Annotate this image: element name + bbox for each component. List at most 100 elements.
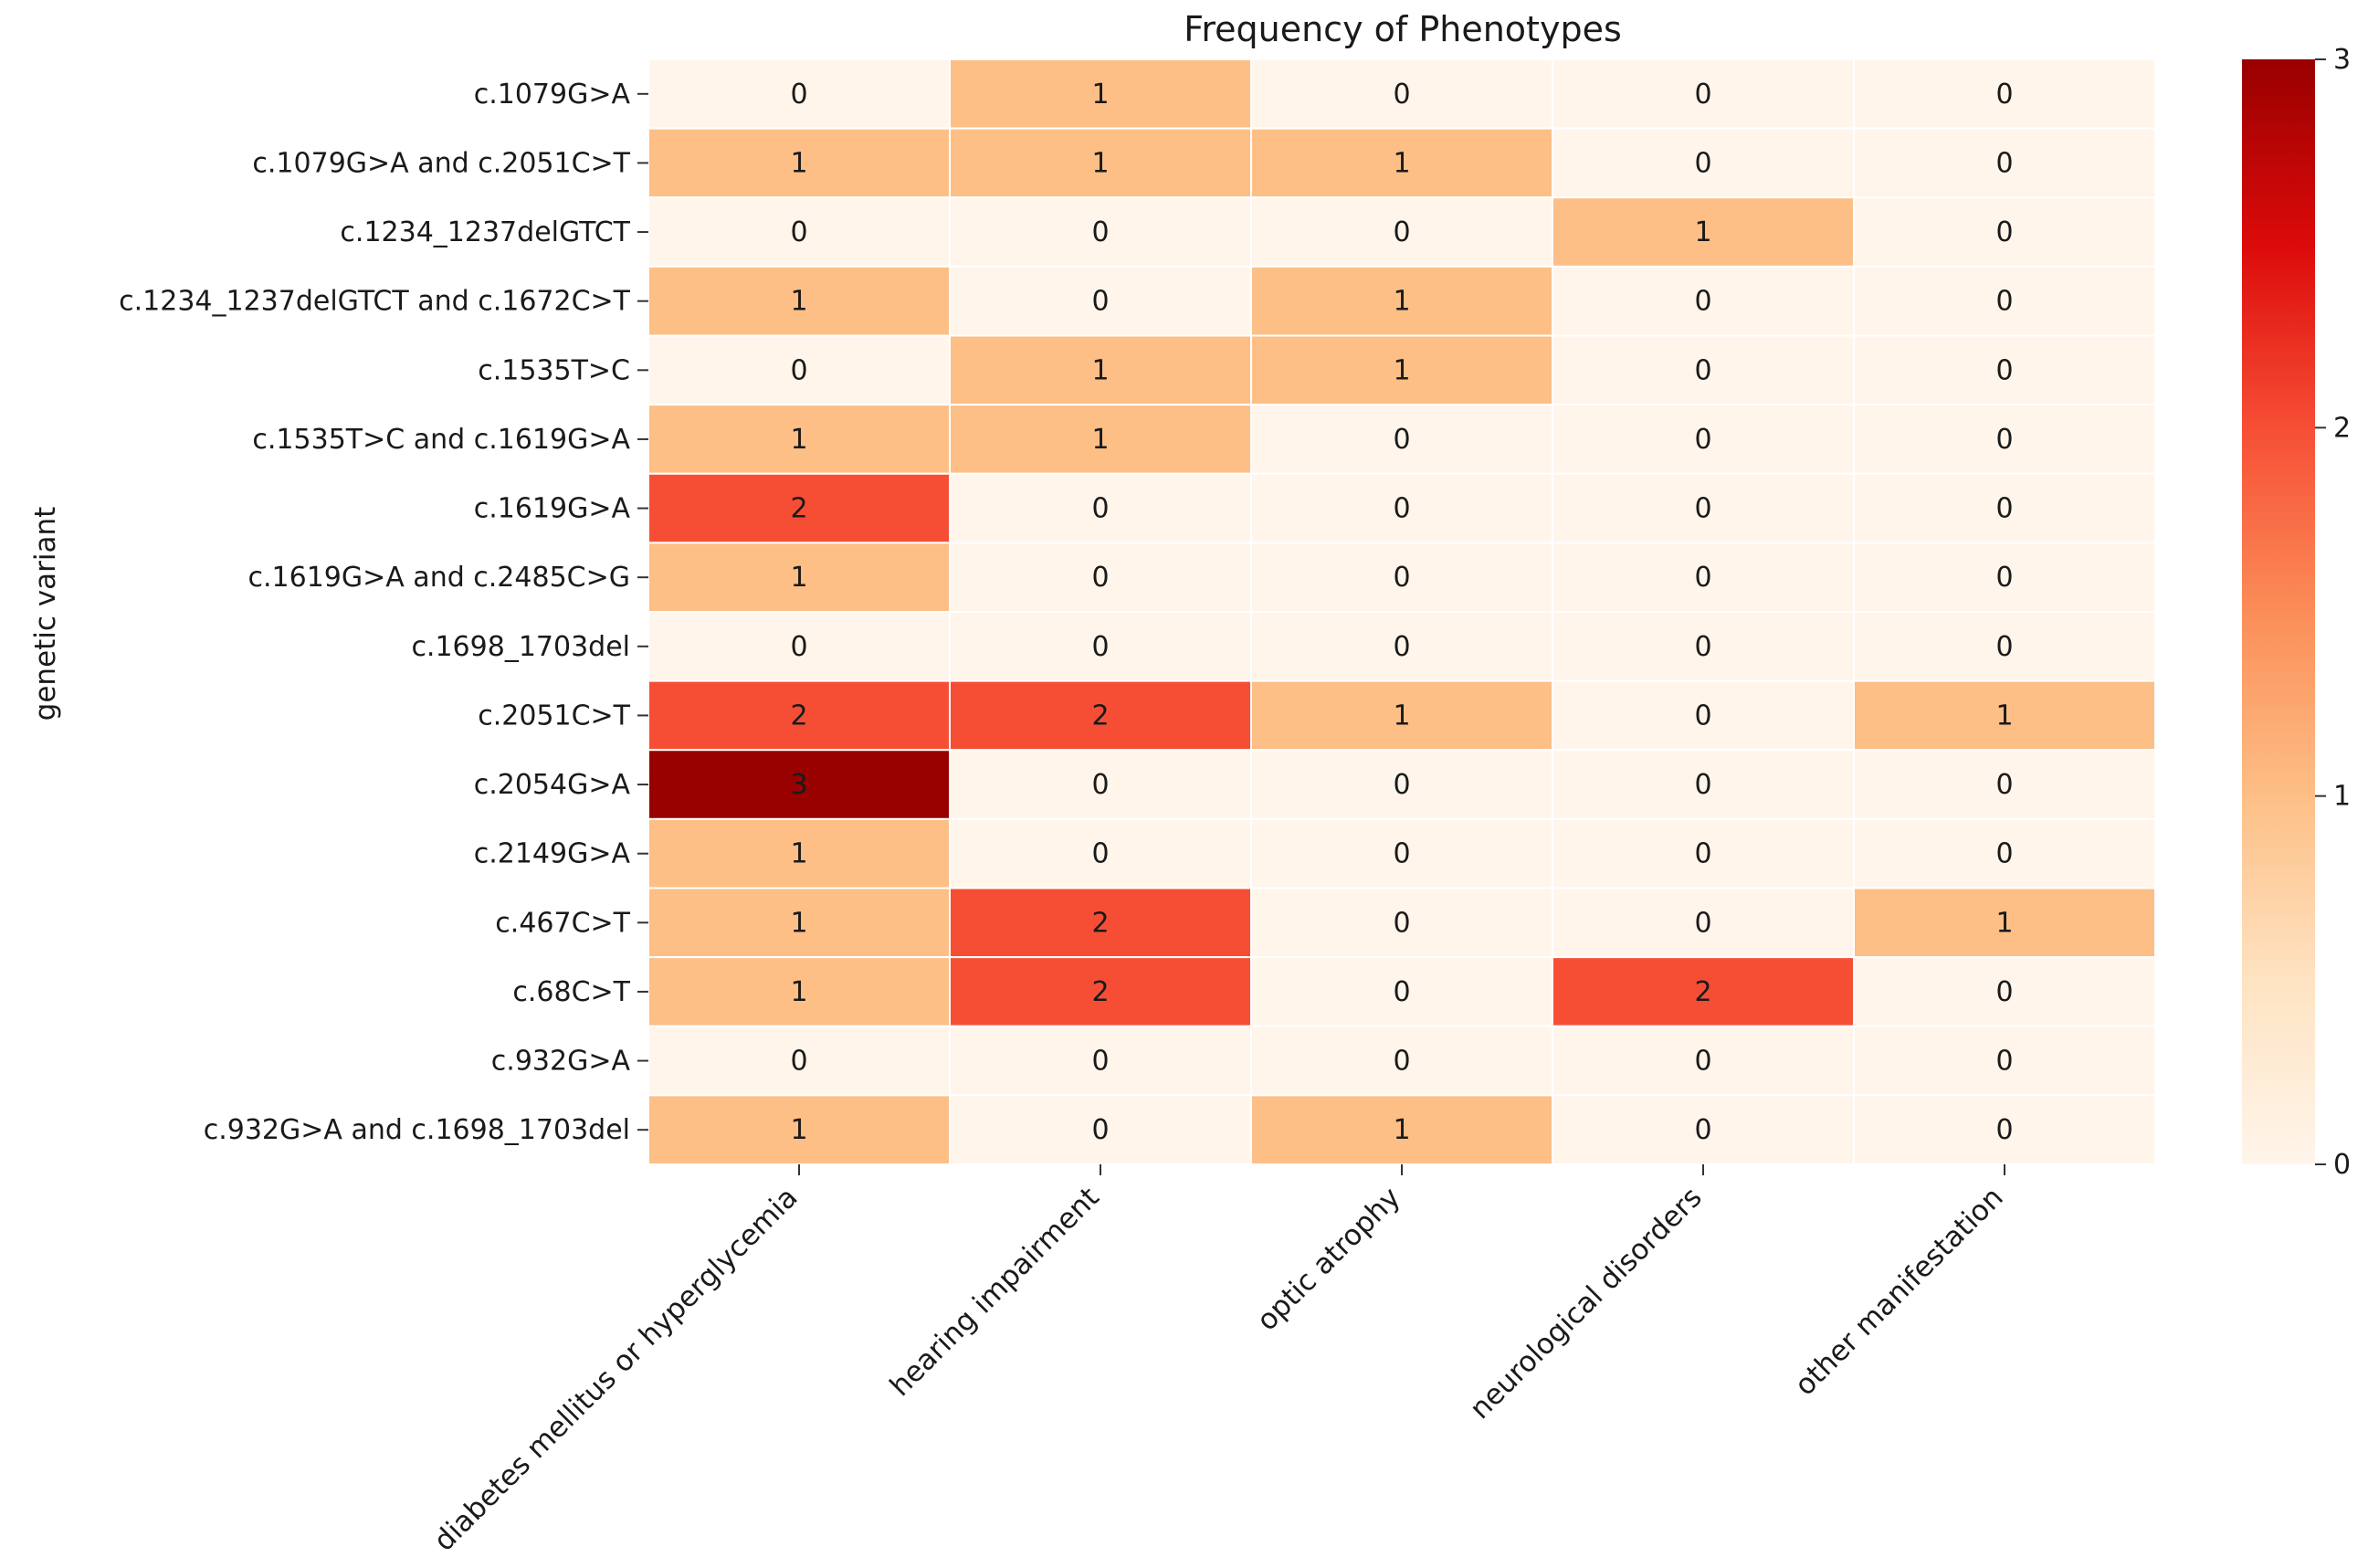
cell-value-label: 0 (790, 79, 807, 110)
heatmap-cell (1853, 1094, 2156, 1165)
cell-value-label: 0 (1694, 1114, 1711, 1146)
cell-value-label: 3 (790, 769, 807, 801)
colorbar-gradient (2242, 59, 2315, 1164)
cell-value-label: 1 (1091, 79, 1109, 110)
y-tick-label: c.2149G>A (474, 838, 631, 870)
cell-value-label: 0 (1995, 631, 2013, 663)
cell-value-label: 0 (1091, 1046, 1109, 1078)
cell-value-label: 0 (1694, 286, 1711, 318)
cell-value-label: 0 (1694, 838, 1711, 870)
heatmap-cell (949, 265, 1252, 337)
heatmap-cell (1250, 334, 1553, 406)
heatmap-cell (1853, 1025, 2156, 1097)
heatmap-cell (647, 887, 951, 959)
cell-value-label: 0 (1393, 769, 1410, 801)
heatmap-cells: 0 1 0 0 0 1 1 1 0 0 0 0 0 1 0 1 0 1 0 0 0 1 1 0 0 1 1 0 0 0 2 0 0 0 0 1 0 0 0 0… (647, 58, 2156, 1165)
cell-value-label: 0 (1694, 493, 1711, 525)
cell-value-label: 0 (1694, 631, 1711, 663)
y-axis-label: genetic variant (29, 507, 62, 721)
heatmap-cell (1250, 58, 1553, 130)
cell-value-label: 0 (1995, 1114, 2013, 1146)
cell-value-label: 1 (1393, 700, 1410, 731)
heatmap-cell (1552, 817, 1855, 889)
cell-value-label: 0 (1995, 976, 2013, 1008)
cell-value-label: 0 (1091, 838, 1109, 870)
y-tick-label: c.467C>T (495, 907, 630, 939)
cell-value-label: 0 (1091, 1114, 1109, 1146)
heatmap-cell (1853, 611, 2156, 682)
heatmap-cell (1552, 196, 1855, 268)
heatmap-cell (1552, 265, 1855, 337)
heatmap-cell (949, 611, 1252, 682)
cell-value-label: 1 (1091, 354, 1109, 386)
heatmap-cell (1552, 679, 1855, 752)
heatmap-cell (647, 542, 951, 613)
cell-value-label: 1 (1393, 354, 1410, 386)
cell-value-label: 1 (790, 1114, 807, 1146)
cell-value-label: 1 (790, 286, 807, 318)
cell-value-label: 0 (1995, 354, 2013, 386)
cell-value-label: 0 (1393, 493, 1410, 525)
cell-value-label: 1 (790, 424, 807, 456)
cell-value-label: 1 (790, 976, 807, 1008)
cell-value-label: 0 (1694, 354, 1711, 386)
cell-value-label: 2 (1091, 907, 1109, 939)
y-tick-label: c.2054G>A (474, 769, 631, 801)
cell-value-label: 0 (1393, 838, 1410, 870)
cell-value-label: 1 (1995, 700, 2013, 731)
cell-value-label: 0 (790, 631, 807, 663)
y-tick-label: c.1234_1237delGTCT (340, 216, 630, 248)
cell-value-label: 0 (1694, 79, 1711, 110)
cell-value-label: 0 (1694, 907, 1711, 939)
x-tick-label: neurological disorders (1464, 1181, 1709, 1426)
cell-value-label: 0 (1091, 286, 1109, 318)
cell-value-label: 0 (1995, 79, 2013, 110)
heatmap-cell (1853, 679, 2156, 752)
x-tick-labels: diabetes mellitus or hyperglycemia hearin… (427, 1164, 2010, 1558)
heatmap-cell (647, 1094, 951, 1165)
cell-value-label: 0 (1995, 1046, 2013, 1078)
heatmap-cell (1853, 749, 2156, 820)
cell-value-label: 0 (790, 354, 807, 386)
heatmap-cell (1853, 404, 2156, 475)
heatmap-cell (647, 956, 951, 1027)
y-tick-label: c.1619G>A (474, 493, 631, 525)
y-tick-label: c.1535T>C (478, 354, 630, 386)
cell-value-label: 0 (1393, 1046, 1410, 1078)
y-tick-label: c.932G>A (491, 1046, 631, 1078)
heatmap-cell (647, 58, 951, 130)
cell-value-label: 2 (790, 493, 807, 525)
heatmap-cell (1250, 956, 1553, 1027)
colorbar-tick-label: 0 (2333, 1149, 2351, 1181)
heatmap-cell (949, 334, 1252, 406)
heatmap-cell (1250, 127, 1553, 199)
heatmap-cell (647, 334, 951, 406)
heatmap-cell (647, 817, 951, 889)
y-tick-label: c.1619G>A and c.2485C>G (247, 562, 630, 594)
heatmap-cell (1250, 1094, 1553, 1165)
heatmap-cell (1853, 542, 2156, 613)
heatmap-cell (1250, 1025, 1553, 1097)
cell-value-label: 0 (1694, 769, 1711, 801)
cell-value-label: 0 (1995, 493, 2013, 525)
cell-value-label: 0 (1393, 631, 1410, 663)
cell-value-label: 0 (1393, 216, 1410, 248)
x-tick-label: diabetes mellitus or hyperglycemia (427, 1181, 804, 1557)
chart-title: Frequency of Phenotypes (1184, 9, 1622, 49)
cell-value-label: 2 (1091, 976, 1109, 1008)
colorbar-tick-label: 2 (2333, 412, 2351, 444)
cell-value-label: 1 (1393, 286, 1410, 318)
heatmap-cell (949, 196, 1252, 268)
heatmap-cell (1250, 679, 1553, 752)
y-tick-label: c.1535T>C and c.1619G>A (252, 424, 630, 456)
heatmap-cell (1552, 1025, 1855, 1097)
heatmap-cell (1853, 956, 2156, 1027)
cell-value-label: 0 (1091, 631, 1109, 663)
y-tick-label: c.1234_1237delGTCT and c.1672C>T (119, 286, 631, 318)
cell-value-label: 1 (1393, 147, 1410, 179)
cell-value-label: 1 (790, 147, 807, 179)
cell-value-label: 0 (1995, 147, 2013, 179)
cell-value-label: 0 (1091, 562, 1109, 594)
cell-value-label: 0 (1995, 562, 2013, 594)
x-tick-label: hearing impairment (884, 1181, 1106, 1403)
